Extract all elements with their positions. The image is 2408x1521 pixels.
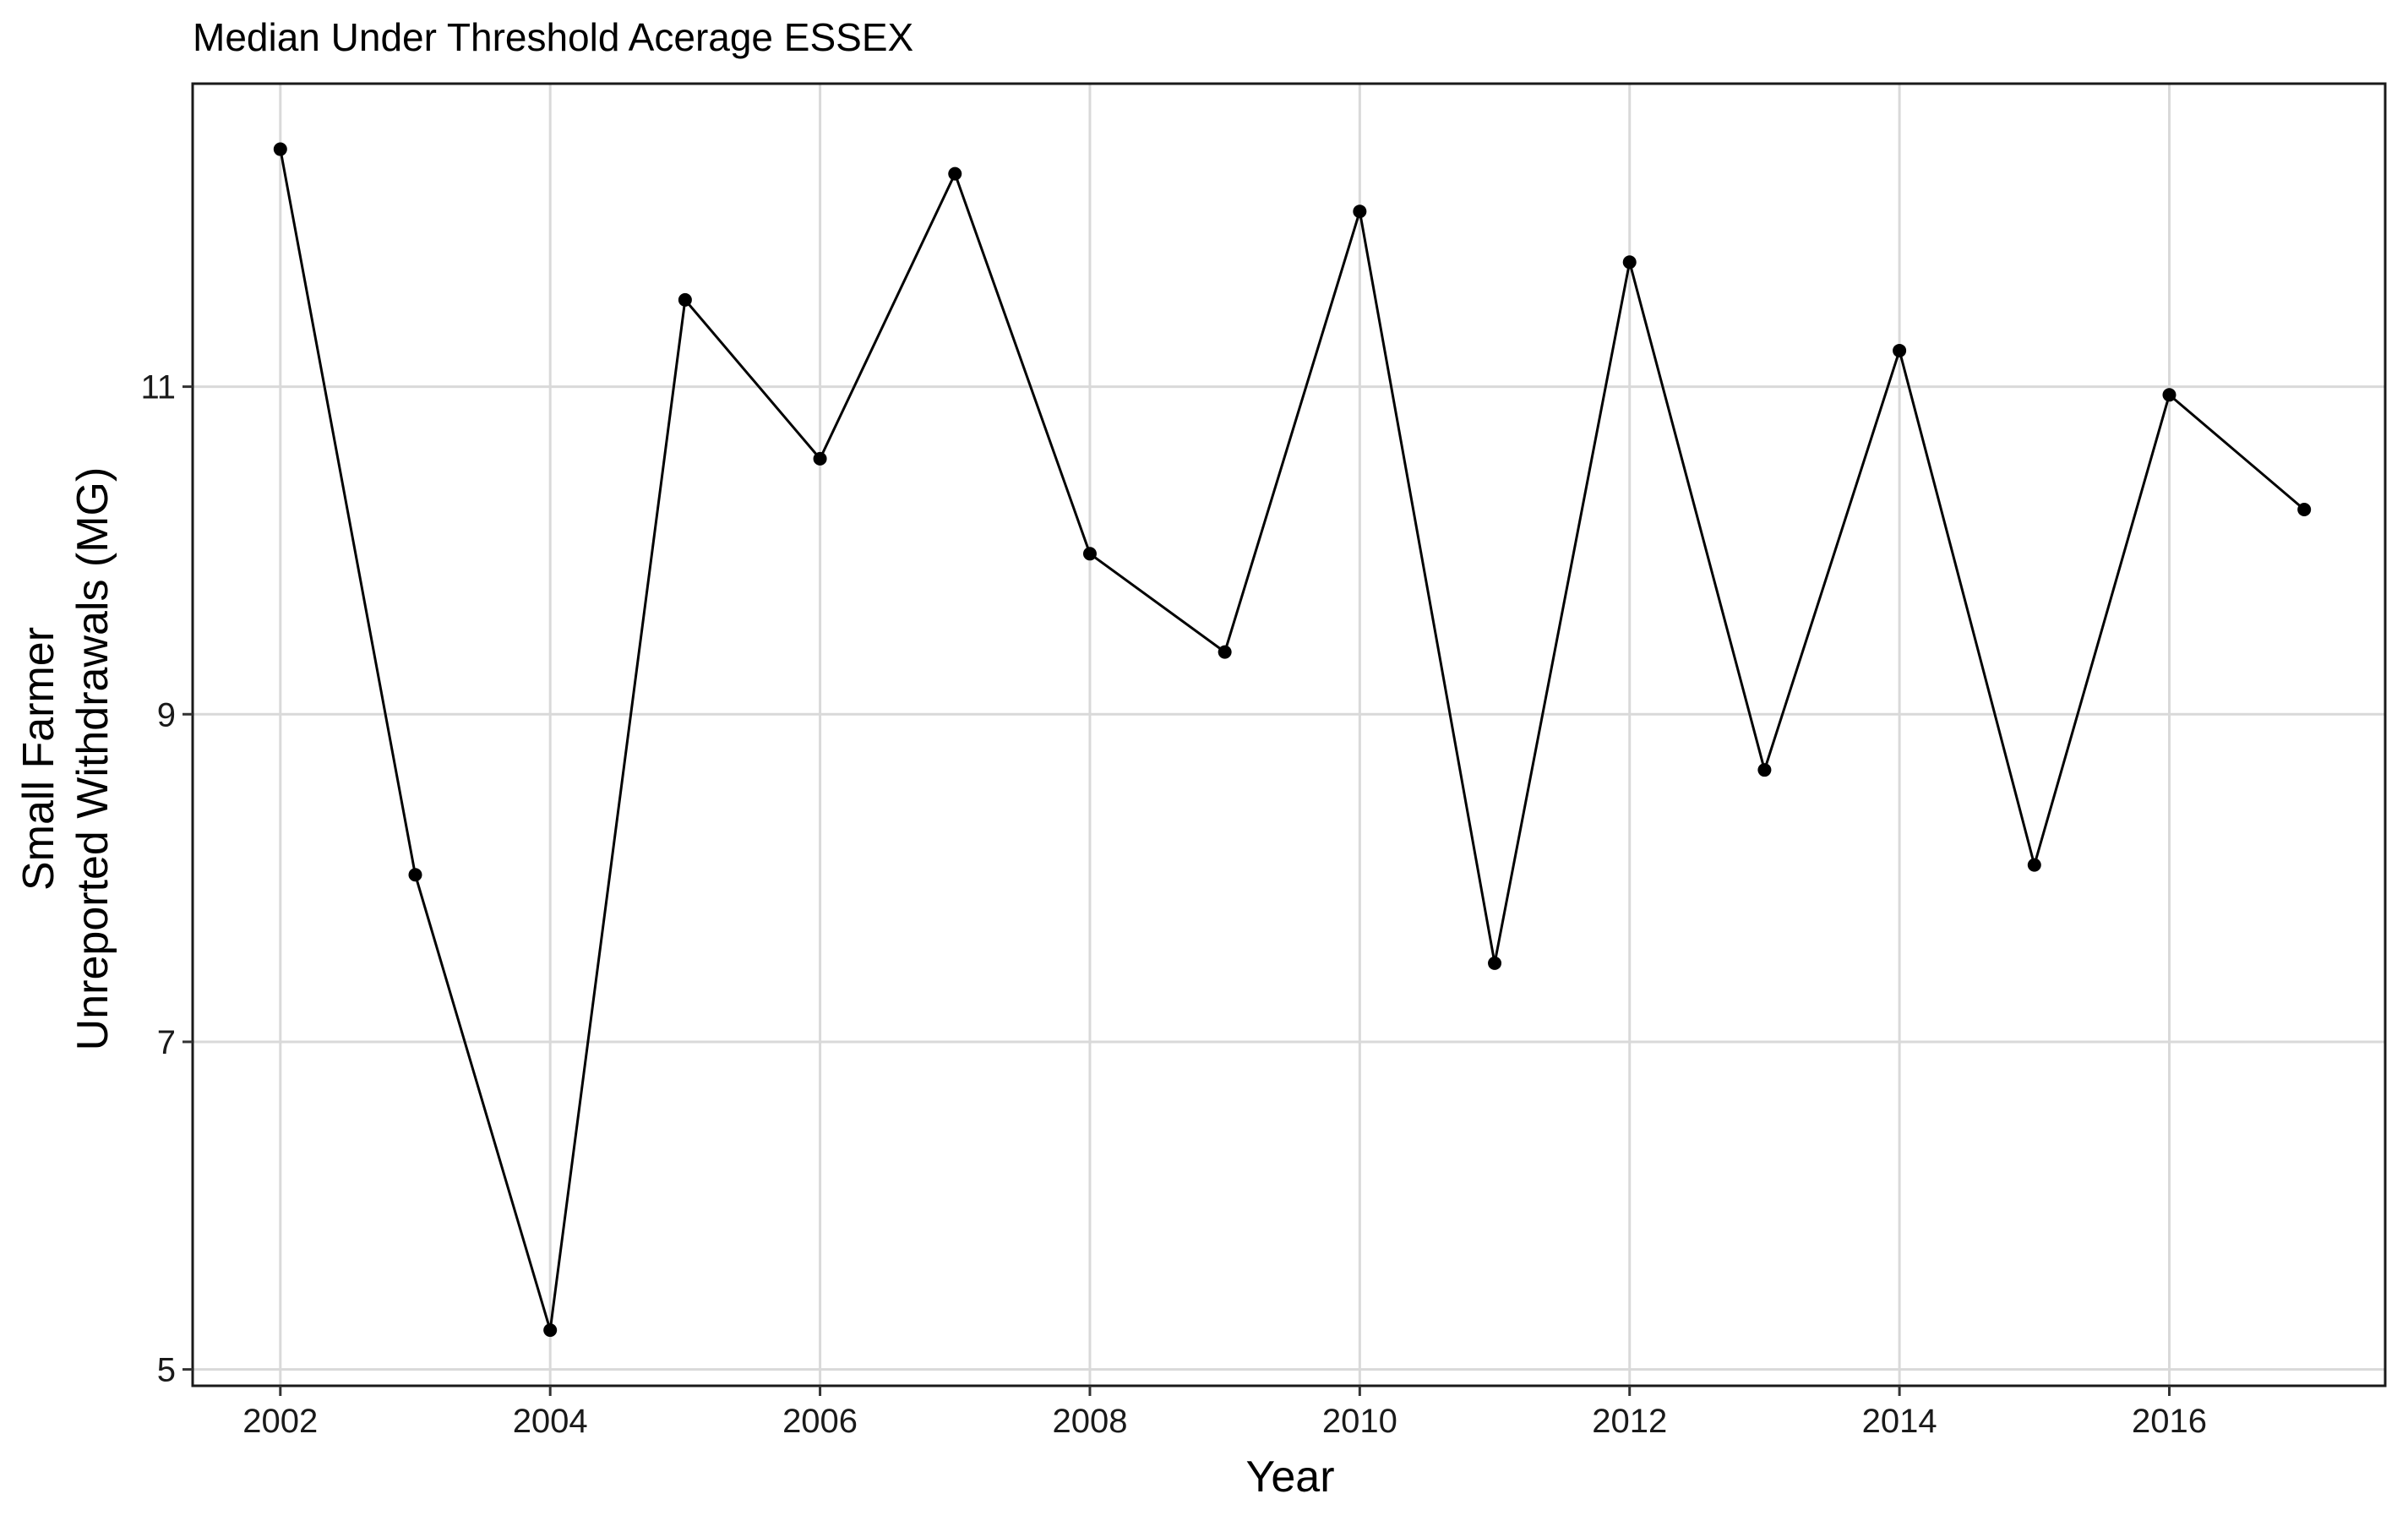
- x-tick-label: 2002: [242, 1403, 318, 1440]
- data-point: [2162, 388, 2176, 402]
- y-tick-label: 7: [157, 1024, 176, 1061]
- x-tick-label: 2014: [1862, 1403, 1937, 1440]
- x-tick-label: 2006: [782, 1403, 858, 1440]
- data-point: [1488, 956, 1502, 970]
- data-point: [948, 166, 962, 181]
- data-point: [1893, 343, 1907, 357]
- series-layer: [273, 142, 2312, 1338]
- data-point: [678, 292, 692, 307]
- gridlines: [193, 84, 2385, 1386]
- x-tick-label: 2010: [1322, 1403, 1397, 1440]
- data-point: [273, 142, 287, 156]
- plot-panel-border: [191, 82, 2387, 1387]
- x-tick-label: 2004: [513, 1403, 588, 1440]
- data-point: [2027, 858, 2041, 872]
- series-line: [279, 149, 2306, 1331]
- axes: 2002 2004 2006 2008 2010 2012 2014 2016 5 7 9 11: [140, 369, 2207, 1440]
- x-tick-label: 2012: [1592, 1403, 1667, 1440]
- x-tick-label: 2008: [1052, 1403, 1127, 1440]
- y-tick-label: 5: [157, 1352, 176, 1389]
- x-axis-title: Year: [1245, 1453, 1334, 1502]
- data-point: [1622, 255, 1637, 270]
- data-point: [1353, 204, 1367, 219]
- chart-title: Median Under Threshold Acerage ESSEX: [193, 15, 913, 59]
- data-point: [1757, 763, 1772, 777]
- data-point: [1082, 547, 1097, 561]
- y-axis-title-line-2: Unreported Withdrawals (MG): [68, 467, 117, 1051]
- data-point: [1218, 645, 1232, 659]
- data-point: [543, 1323, 558, 1338]
- data-point: [813, 451, 827, 466]
- data-point: [408, 868, 422, 882]
- x-tick-label: 2016: [2132, 1403, 2207, 1440]
- y-axis-title-line-1: Small Farmer: [14, 627, 63, 891]
- y-tick-label: 9: [157, 696, 176, 733]
- y-tick-label: 11: [140, 369, 176, 406]
- data-point: [2297, 502, 2312, 516]
